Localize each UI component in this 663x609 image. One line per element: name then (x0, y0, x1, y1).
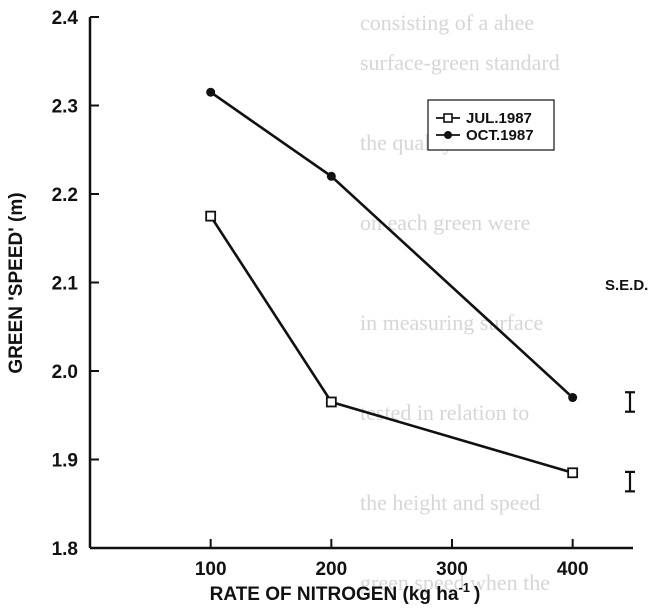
svg-text:in measuring surface: in measuring surface (360, 310, 543, 335)
axes: 1.8 1.9 2.0 2.1 2.2 2.3 2.4 100 200 300 400 (52, 8, 633, 580)
y-tick-label: 2.1 (52, 274, 79, 295)
x-tick-label: 100 (195, 559, 227, 580)
x-axis-title: RATE OF NITROGEN (kg ha-1) (210, 580, 481, 605)
x-axis-label-suffix: ) (474, 584, 480, 605)
sed-label: S.E.D. (605, 277, 648, 294)
x-tick-label: 200 (315, 559, 347, 580)
sed-error-bars (625, 391, 635, 493)
y-axis-label: GREEN 'SPEED' (m) (6, 192, 27, 373)
y-tick-label: 2.0 (52, 362, 78, 383)
legend-label-jul: JUL.1987 (466, 110, 532, 127)
legend-marker-jul (443, 113, 453, 123)
svg-text:tested in relation to: tested in relation to (360, 400, 529, 425)
data-point-jul (205, 210, 217, 222)
x-tick-label: 300 (436, 559, 468, 580)
y-tick-label: 1.9 (52, 451, 78, 472)
data-point-oct (568, 393, 578, 403)
svg-text:green speed when the: green speed when the (360, 570, 550, 595)
series-layer (205, 87, 579, 479)
x-axis-label-superscript: -1 (458, 580, 470, 595)
data-point-jul (567, 467, 579, 479)
svg-text:consisting of a ahee: consisting of a ahee (360, 10, 534, 35)
y-tick-label: 2.4 (52, 8, 79, 29)
data-point-oct (206, 87, 216, 97)
y-tick-label: 1.8 (52, 539, 78, 560)
x-axis-label: RATE OF NITROGEN (kg ha (210, 584, 459, 605)
svg-text:on each green were: on each green were (360, 210, 530, 235)
data-point-jul (325, 396, 337, 408)
x-tick-label: 400 (557, 559, 589, 580)
legend-label-oct: OCT.1987 (466, 127, 534, 144)
svg-text:the height and speed: the height and speed (360, 490, 540, 515)
data-point-oct (326, 171, 336, 181)
y-tick-label: 2.2 (52, 185, 78, 206)
svg-text:surface-green standard: surface-green standard (360, 50, 560, 75)
y-tick-label: 2.3 (52, 97, 78, 118)
legend-box (427, 99, 555, 151)
legend: JUL.1987 OCT.1987 (427, 99, 555, 151)
legend-marker-oct (444, 131, 452, 139)
